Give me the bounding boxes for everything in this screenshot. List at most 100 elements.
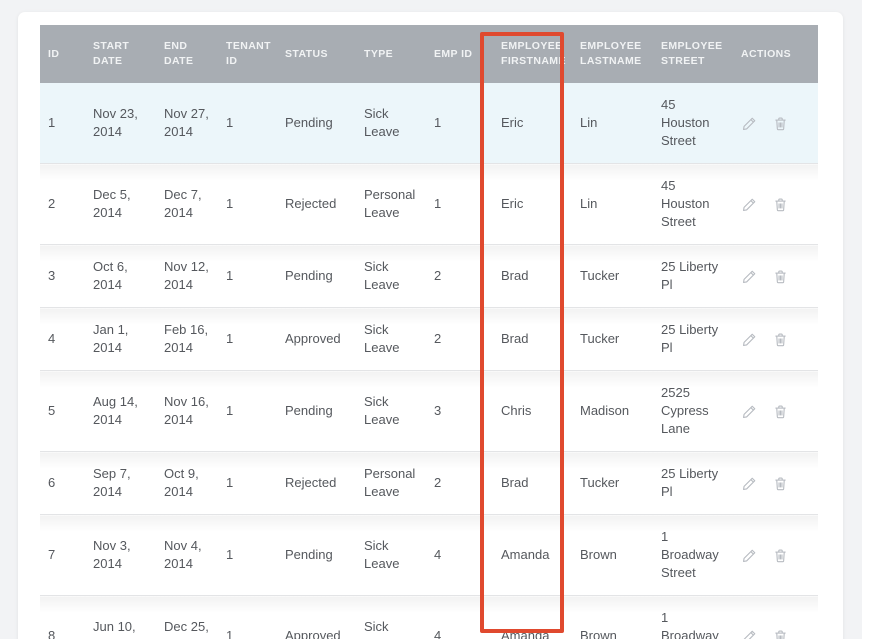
cell-tenant-id: 1: [218, 83, 277, 164]
header-row: ID START DATE END DATE TENANT ID STATUS TYPE E…: [40, 25, 818, 83]
table-row: 6 Sep 7, 2014 Oct 9, 2014 1 Rejected Personal…: [40, 451, 818, 515]
cell-employee-street: 25 Liberty Pl: [653, 307, 733, 371]
column-header-employee-lastname: EMPLOYEE LASTNAME: [572, 25, 653, 83]
cell-employee-street: 2525 Cypress Lane: [653, 370, 733, 452]
cell-end-date: Feb 16, 2014: [156, 307, 218, 371]
cell-start-date: Sep 7, 2014: [85, 451, 156, 515]
cell-start-date: Nov 3, 2014: [85, 514, 156, 596]
cell-start-date: Jan 1, 2014: [85, 307, 156, 371]
cell-tenant-id: 1: [218, 307, 277, 371]
cell-employee-lastname: Madison: [572, 370, 653, 452]
trash-icon: [775, 549, 786, 563]
cell-emp-id: 4: [426, 514, 493, 596]
leave-records-table: ID START DATE END DATE TENANT ID STATUS TYPE E…: [40, 25, 818, 639]
delete-button[interactable]: [772, 628, 789, 639]
cell-status: Approved: [277, 307, 356, 371]
cell-end-date: Oct 9, 2014: [156, 451, 218, 515]
cell-status: Rejected: [277, 451, 356, 515]
cell-tenant-id: 1: [218, 163, 277, 245]
column-header-start-date: START DATE: [85, 25, 156, 83]
cell-tenant-id: 1: [218, 595, 277, 639]
cell-type: Sick Leave: [356, 244, 426, 308]
edit-button[interactable]: [741, 196, 758, 213]
edit-button[interactable]: [741, 475, 758, 492]
cell-actions: [733, 451, 818, 515]
pencil-icon: [742, 198, 756, 212]
cell-status: Pending: [277, 244, 356, 308]
cell-type: Sick Leave: [356, 514, 426, 596]
cell-id: 2: [40, 163, 85, 245]
cell-employee-lastname: Brown: [572, 514, 653, 596]
column-header-tenant-id: TENANT ID: [218, 25, 277, 83]
cell-employee-lastname: Tucker: [572, 451, 653, 515]
delete-button[interactable]: [772, 268, 789, 285]
column-header-id: ID: [40, 25, 85, 83]
cell-end-date: Nov 12, 2014: [156, 244, 218, 308]
cell-id: 6: [40, 451, 85, 515]
trash-icon: [775, 270, 786, 284]
delete-button[interactable]: [772, 547, 789, 564]
pencil-icon: [742, 117, 756, 131]
cell-employee-lastname: Tucker: [572, 244, 653, 308]
cell-employee-firstname: Amanda: [493, 595, 572, 639]
page-right-gutter: [862, 0, 883, 639]
table-row: 2 Dec 5, 2014 Dec 7, 2014 1 Rejected Personal…: [40, 163, 818, 245]
column-header-emp-id: EMP ID: [426, 25, 493, 83]
cell-emp-id: 1: [426, 83, 493, 164]
cell-emp-id: 3: [426, 370, 493, 452]
cell-employee-firstname: Eric: [493, 163, 572, 245]
cell-actions: [733, 370, 818, 452]
pencil-icon: [743, 630, 756, 639]
cell-id: 1: [40, 83, 85, 164]
cell-end-date: Nov 16, 2014: [156, 370, 218, 452]
edit-button[interactable]: [741, 115, 758, 132]
cell-employee-firstname: Amanda: [493, 514, 572, 596]
edit-button[interactable]: [741, 268, 758, 285]
column-header-employee-firstname: EMPLOYEE FIRSTNAME: [493, 25, 572, 83]
edit-button[interactable]: [741, 403, 758, 420]
cell-end-date: Dec 7, 2014: [156, 163, 218, 245]
cell-employee-street: 25 Liberty Pl: [653, 244, 733, 308]
cell-employee-firstname: Brad: [493, 451, 572, 515]
cell-tenant-id: 1: [218, 514, 277, 596]
table-row: 3 Oct 6, 2014 Nov 12, 2014 1 Pending Sick Lea…: [40, 244, 818, 308]
pencil-icon: [742, 333, 756, 347]
cell-id: 3: [40, 244, 85, 308]
pencil-icon: [742, 270, 756, 284]
cell-status: Pending: [277, 83, 356, 164]
cell-start-date: Aug 14, 2014: [85, 370, 156, 452]
cell-employee-lastname: Lin: [572, 163, 653, 245]
cell-status: Pending: [277, 514, 356, 596]
edit-button[interactable]: [741, 628, 758, 639]
delete-button[interactable]: [772, 331, 789, 348]
cell-type: Sick Leave: [356, 307, 426, 371]
cell-actions: [733, 83, 818, 164]
cell-tenant-id: 1: [218, 370, 277, 452]
delete-button[interactable]: [772, 115, 789, 132]
cell-id: 8: [40, 595, 85, 639]
trash-icon: [775, 405, 786, 419]
cell-employee-street: 45 Houston Street: [653, 83, 733, 164]
cell-type: Sick Leave: [356, 370, 426, 452]
cell-actions: [733, 307, 818, 371]
edit-button[interactable]: [741, 547, 758, 564]
cell-start-date: Dec 5, 2014: [85, 163, 156, 245]
cell-end-date: Nov 4, 2014: [156, 514, 218, 596]
delete-button[interactable]: [772, 475, 789, 492]
cell-status: Pending: [277, 370, 356, 452]
pencil-icon: [742, 549, 756, 563]
cell-employee-lastname: Brown: [572, 595, 653, 639]
delete-button[interactable]: [772, 403, 789, 420]
cell-employee-street: 45 Houston Street: [653, 163, 733, 245]
trash-icon: [775, 630, 786, 639]
cell-employee-firstname: Chris: [493, 370, 572, 452]
pencil-icon: [742, 405, 756, 419]
delete-button[interactable]: [772, 196, 789, 213]
cell-employee-lastname: Lin: [572, 83, 653, 164]
trash-icon: [775, 477, 786, 491]
edit-button[interactable]: [741, 331, 758, 348]
cell-emp-id: 2: [426, 307, 493, 371]
column-header-type: TYPE: [356, 25, 426, 83]
column-header-status: STATUS: [277, 25, 356, 83]
cell-start-date: Jun 10, 2014: [85, 595, 156, 639]
